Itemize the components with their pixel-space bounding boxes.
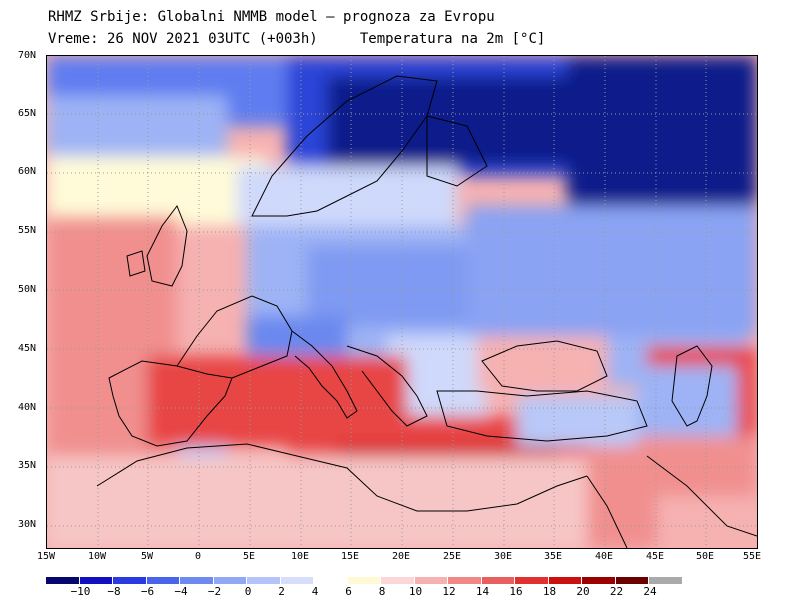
coastlines [96,75,757,548]
forecast-time: Vreme: 26 NOV 2021 03UTC (+003h) [48,31,318,47]
colorbar-label: 22 [609,585,624,598]
colorbar-label: −2 [207,585,222,598]
temperature-field [47,56,757,548]
colorbar-label: 24 [643,585,657,598]
colorbar-label: −10 [70,585,91,598]
lon-label-35e: 35E [543,551,563,562]
lon-label-50e: 50E [695,551,715,562]
lon-label-25e: 25E [442,551,462,562]
colorbar-label: 16 [509,585,523,598]
lat-label-50n: 50N [18,284,37,295]
colorbar-swatch [180,577,213,584]
lat-label-45n: 45N [18,343,37,354]
lon-label-0: 0 [194,551,202,562]
lon-label-55e: 55E [742,551,762,562]
chart-title: RHMZ Srbije: Globalni NMMB model — progn… [48,9,495,25]
colorbar-label: −6 [140,585,155,598]
colorbar-swatch [381,577,414,584]
lat-label-70n: 70N [18,50,37,61]
colorbar-label: −4 [174,585,188,598]
colorbar-swatch [247,577,280,584]
colorbar-label: 14 [475,585,490,598]
colorbar-swatch [515,577,548,584]
colorbar-swatch [414,577,447,584]
colorbar-label: 12 [442,585,456,598]
colorbar-label: 18 [542,585,557,598]
lon-label-15e: 15E [340,551,360,562]
lon-label-5e: 5E [242,551,256,562]
chart-subtitle: Vreme: 26 NOV 2021 03UTC (+003h) Tempera… [48,31,545,47]
temperature-map [46,55,758,549]
colorbar-swatch [79,577,112,584]
colorbar-swatch [347,577,380,584]
colorbar-swatch [615,577,648,584]
lat-label-65n: 65N [18,108,37,119]
colorbar-label: −8 [107,585,121,598]
colorbar-label: 10 [408,585,423,598]
lon-label-30e: 30E [493,551,513,562]
lat-label-40n: 40N [18,402,37,413]
lon-label-20e: 20E [391,551,411,562]
colorbar-swatch [582,577,615,584]
lat-label-30n: 30N [18,519,37,530]
lat-label-35n: 35N [18,460,37,471]
lat-label-55n: 55N [18,225,37,236]
lon-label-5w: 5W [140,551,154,562]
colorbar-swatch [46,577,79,584]
lon-label-15w: 15W [36,551,56,562]
colorbar-label: 8 [378,585,386,598]
colorbar-label: 4 [311,585,319,598]
colorbar-swatch [314,577,345,584]
colorbar-label: 20 [576,585,590,598]
colorbar-label: 0 [244,585,252,598]
lon-label-40e: 40E [594,551,614,562]
lon-label-10w: 10W [87,551,107,562]
colorbar-swatch [213,577,246,584]
lon-label-10e: 10E [290,551,310,562]
colorbar-swatch [448,577,481,584]
colorbar-label: 6 [345,585,352,598]
colorbar-swatch [548,577,581,584]
variable-name: Temperatura na 2m [°C] [359,31,546,47]
colorbar-swatch [481,577,514,584]
lat-label-60n: 60N [18,166,37,177]
colorbar-swatch [280,577,313,584]
colorbar-swatch [146,577,179,584]
colorbar-label: 2 [278,585,285,598]
colorbar-swatch [113,577,146,584]
map-svg [47,56,757,548]
colorbar-swatch [649,577,682,584]
lon-label-45e: 45E [645,551,665,562]
